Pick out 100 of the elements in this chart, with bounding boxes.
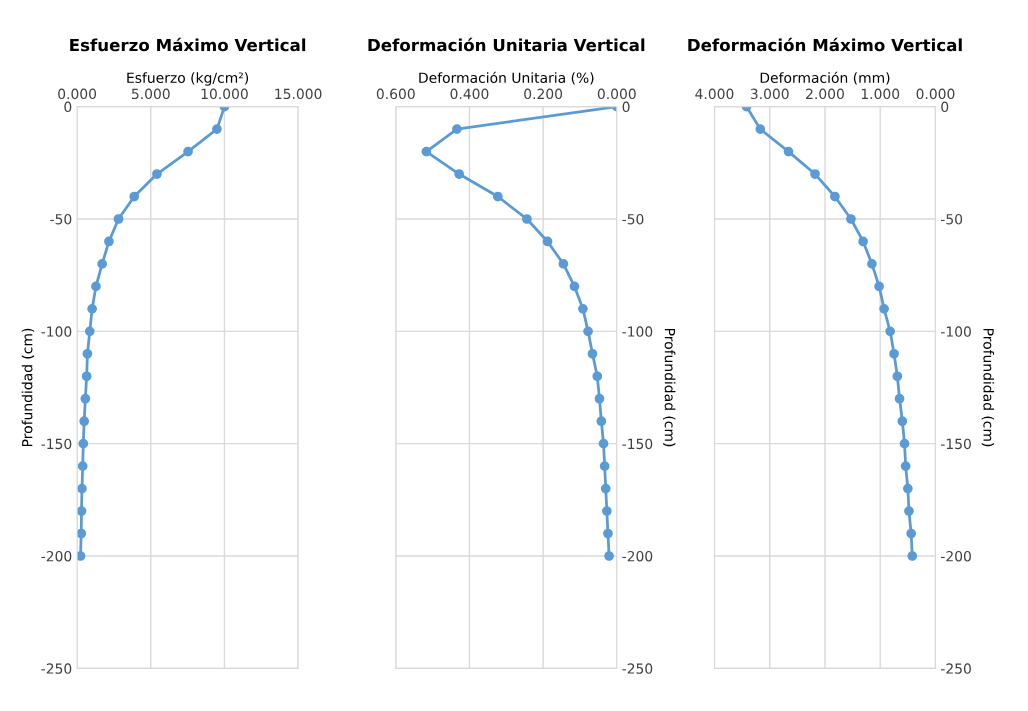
point	[783, 146, 794, 157]
point	[77, 461, 88, 471]
point	[542, 236, 553, 247]
point	[104, 236, 114, 247]
x-tick-label: 5.000	[131, 88, 170, 100]
point	[84, 326, 95, 337]
point	[867, 259, 877, 269]
point	[830, 191, 840, 202]
point	[77, 483, 87, 494]
x-tick-label: 0.000	[916, 88, 955, 100]
x-tick-label: 0.000	[58, 88, 97, 100]
point	[902, 483, 913, 494]
point	[77, 551, 86, 561]
chart-title: Deformación Unitaria Vertical	[368, 37, 645, 52]
y-tick-label: -50	[941, 213, 963, 225]
point	[907, 551, 918, 561]
y-tick-label: -150	[622, 438, 653, 450]
point	[129, 191, 140, 202]
y-tick-label: -200	[941, 550, 971, 562]
point	[87, 303, 97, 314]
point	[889, 348, 899, 359]
point	[904, 506, 914, 516]
y-tick-label: -150	[41, 438, 72, 450]
point	[599, 461, 610, 471]
point	[79, 416, 90, 427]
point	[598, 438, 609, 449]
point	[874, 281, 884, 292]
y-tick-label: -250	[41, 663, 72, 674]
point	[113, 214, 124, 224]
y-tick-label: -250	[622, 663, 653, 674]
x-tick-label: 1.000	[861, 88, 900, 100]
point	[558, 259, 569, 269]
y-axis-title: Profundidad (cm)	[981, 328, 995, 447]
point	[894, 393, 905, 404]
point	[81, 371, 92, 382]
point	[600, 483, 611, 494]
point	[82, 348, 93, 359]
point	[492, 191, 503, 202]
y-tick-label: 0	[64, 101, 72, 113]
point	[183, 146, 193, 157]
point	[212, 124, 222, 134]
point	[592, 371, 603, 382]
y-tick-label: -200	[41, 550, 72, 562]
y-tick-label: 0	[622, 101, 630, 113]
x-tick-label: 0.000	[597, 88, 636, 100]
x-axis-title: Deformación (mm)	[760, 71, 890, 85]
point	[578, 303, 588, 314]
y-tick-label: -100	[622, 326, 653, 337]
point	[900, 461, 911, 471]
y-tick-label: -100	[941, 326, 971, 337]
x-tick-label: 3.000	[750, 88, 789, 100]
x-tick-label: 15.000	[275, 88, 322, 100]
point	[78, 438, 89, 449]
point	[583, 326, 593, 337]
point	[452, 124, 462, 134]
point	[596, 416, 607, 427]
point	[454, 169, 465, 179]
x-tick-label: 2.000	[806, 88, 844, 100]
chart-title: Deformación Máximo Vertical	[688, 37, 962, 52]
point	[897, 416, 908, 427]
point	[899, 438, 910, 449]
point	[810, 169, 820, 179]
x-tick-label: 10.000	[201, 88, 248, 100]
y-tick-label: -100	[41, 326, 72, 337]
point	[80, 393, 91, 404]
point	[879, 303, 889, 314]
point	[604, 551, 614, 561]
point	[77, 528, 87, 539]
point	[421, 146, 432, 157]
point	[522, 214, 532, 224]
x-tick-label: 0.200	[524, 88, 563, 100]
point	[97, 259, 108, 269]
y-tick-label: -150	[941, 438, 971, 450]
x-tick-label: 4.000	[695, 88, 734, 100]
point	[587, 348, 598, 359]
point	[152, 169, 162, 179]
y-tick-label: -50	[50, 213, 72, 225]
y-tick-label: -50	[622, 213, 644, 225]
y-axis-title: Profundidad (cm)	[663, 328, 676, 447]
x-tick-label: 0.400	[450, 88, 489, 100]
x-tick-label: 0.600	[376, 88, 415, 100]
point	[846, 214, 856, 224]
point	[601, 506, 612, 516]
point	[603, 528, 613, 539]
point	[858, 236, 868, 247]
x-axis-title: Esfuerzo (kg/cm²)	[127, 72, 249, 86]
point	[755, 124, 766, 134]
point	[906, 528, 917, 539]
y-tick-label: -200	[622, 550, 653, 562]
chart-title: Esfuerzo Máximo Vertical	[70, 37, 306, 52]
point	[594, 393, 605, 404]
point	[885, 326, 896, 337]
point	[77, 506, 87, 516]
y-tick-label: 0	[941, 101, 949, 113]
point	[91, 281, 101, 292]
point	[892, 371, 903, 382]
y-tick-label: -250	[941, 663, 971, 674]
y-axis-title: Profundidad (cm)	[21, 328, 35, 447]
x-axis-title: Deformación Unitaria (%)	[419, 71, 594, 85]
point	[569, 281, 580, 292]
